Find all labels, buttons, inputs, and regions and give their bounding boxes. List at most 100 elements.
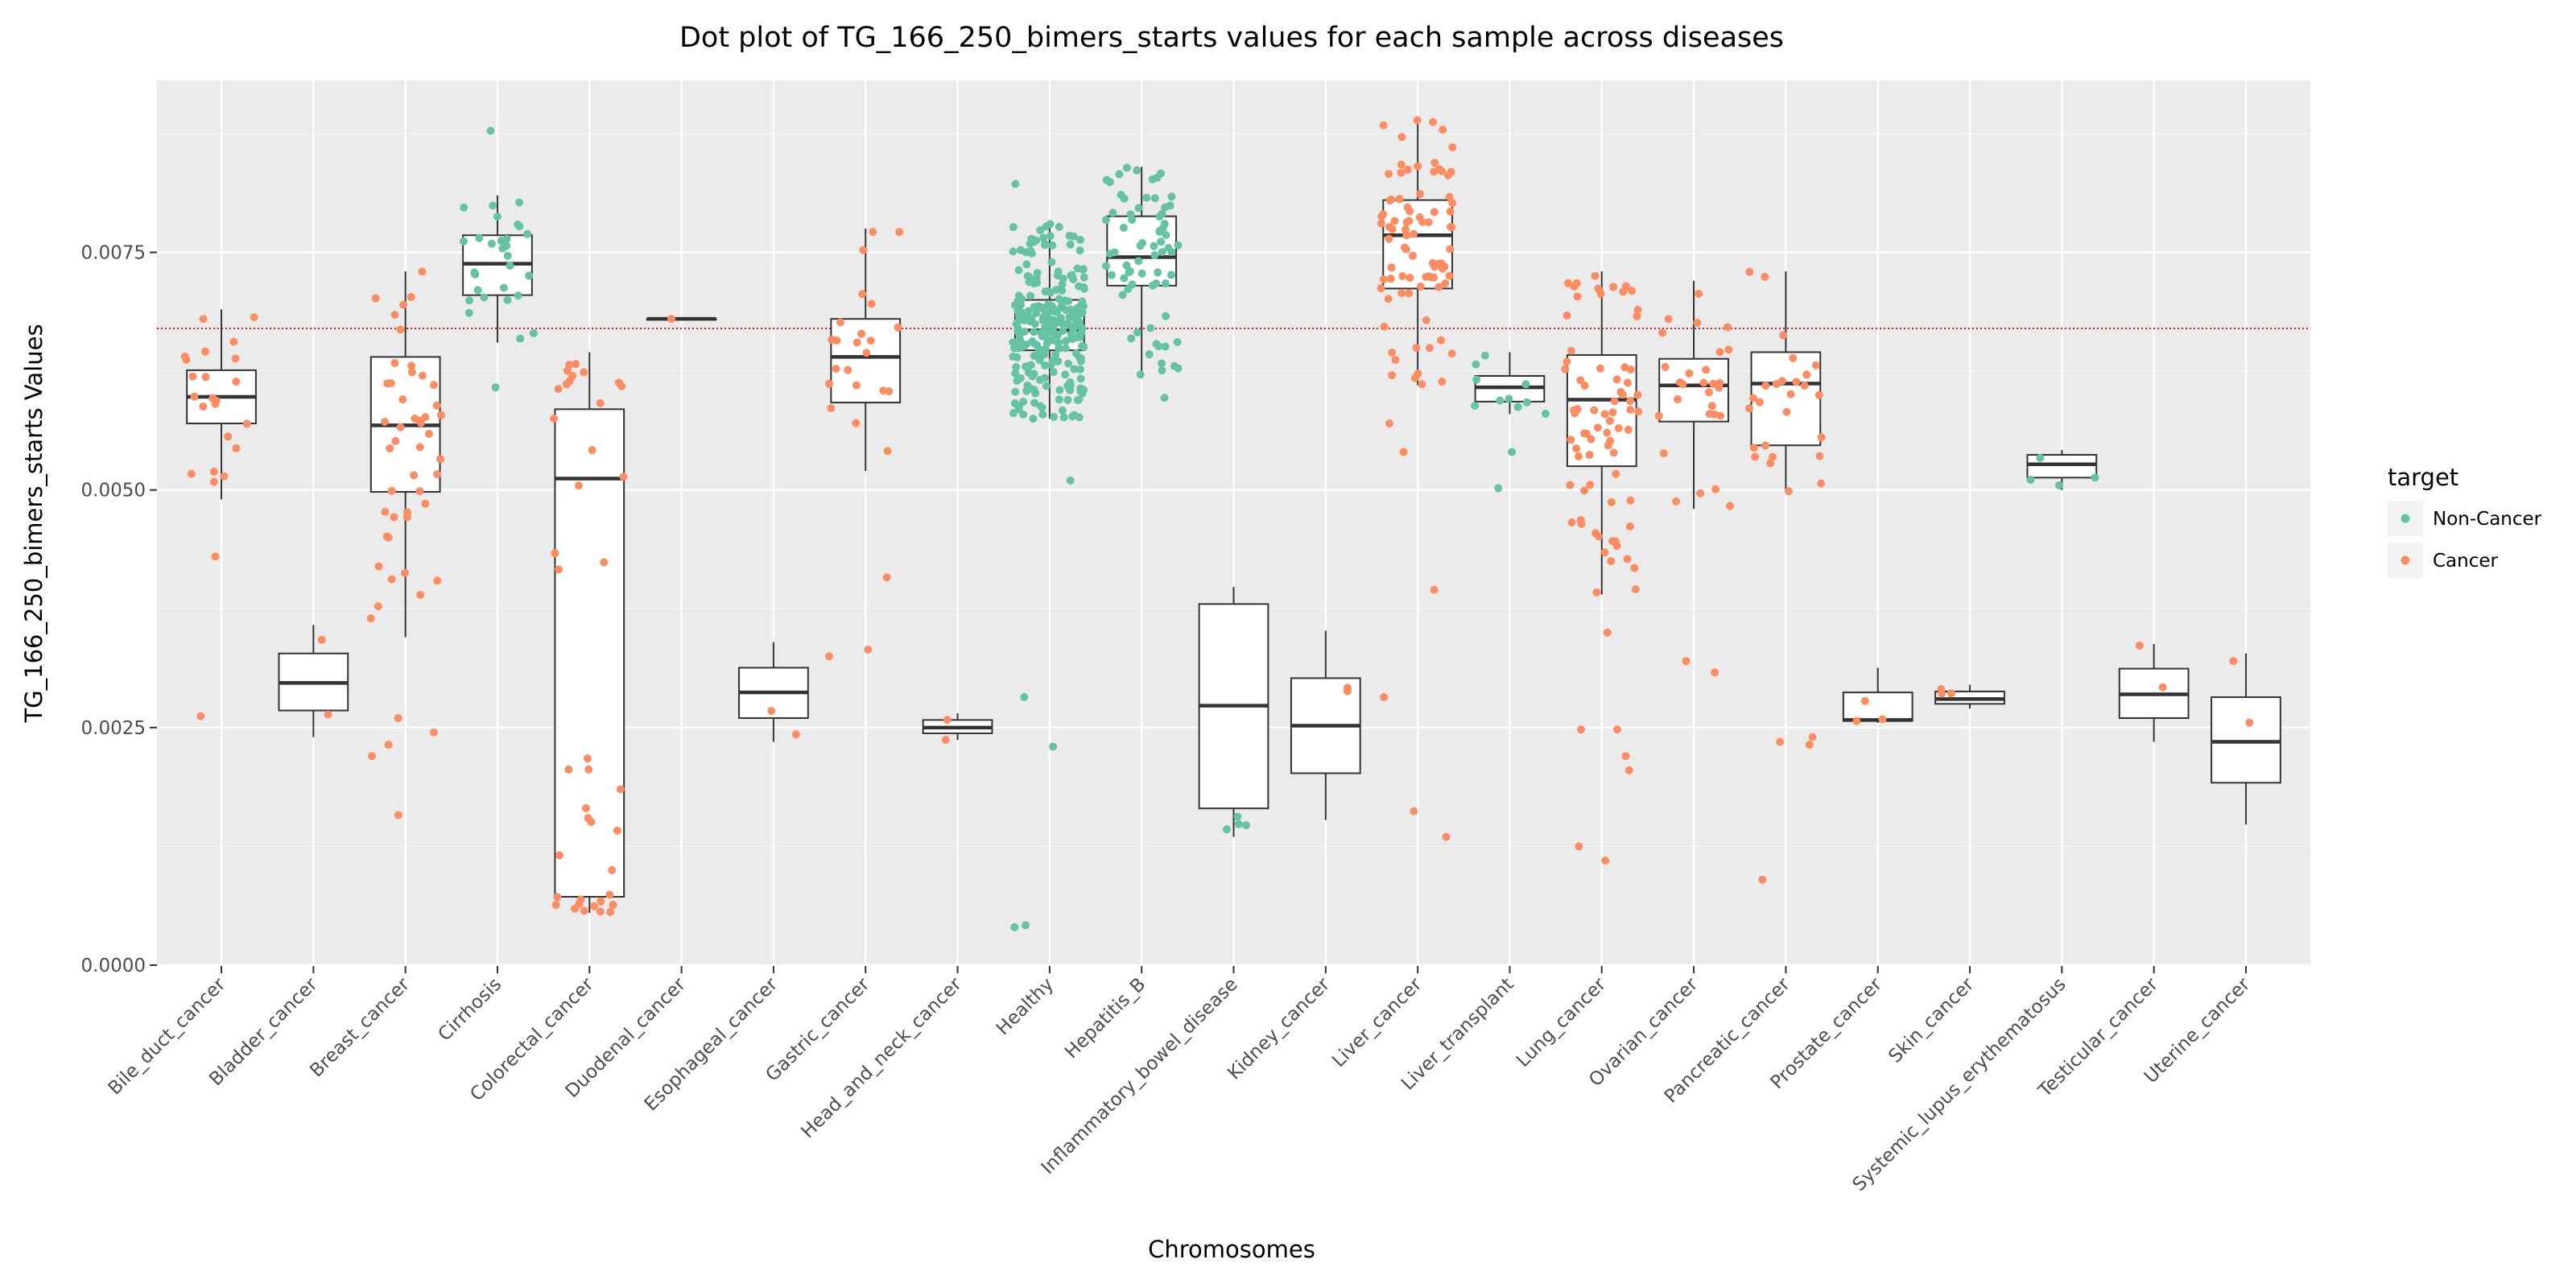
data-point [2036, 453, 2045, 462]
data-point [1808, 733, 1817, 741]
data-point [489, 201, 497, 210]
data-point [460, 203, 469, 212]
box-rect [1842, 691, 1913, 722]
data-point [767, 707, 776, 716]
data-point [1062, 336, 1071, 345]
data-point [1047, 258, 1056, 266]
data-point [416, 590, 425, 599]
data-point [209, 467, 218, 476]
data-point [574, 481, 583, 490]
data-point [1779, 331, 1788, 340]
data-point [229, 337, 238, 346]
legend-dot-cancer [2401, 555, 2410, 565]
data-point [1749, 394, 1758, 402]
data-point [1693, 318, 1702, 327]
data-point [396, 325, 405, 334]
data-point [1137, 269, 1146, 278]
data-point [187, 469, 196, 478]
data-point [1624, 766, 1633, 774]
data-point [1055, 386, 1064, 394]
data-point [1704, 388, 1713, 397]
data-point [1513, 402, 1522, 411]
data-point [791, 730, 800, 739]
data-point [2245, 718, 2254, 727]
data-point [188, 372, 197, 381]
data-point [211, 552, 220, 561]
data-point [394, 811, 402, 819]
data-point [407, 361, 416, 370]
data-point [1027, 314, 1036, 323]
data-point [1766, 459, 1775, 468]
data-point [1472, 360, 1480, 369]
data-point [1624, 425, 1633, 434]
data-point [1030, 398, 1038, 407]
data-point [1146, 324, 1155, 332]
data-point [1580, 429, 1589, 438]
data-point [1418, 380, 1426, 389]
data-point [402, 508, 411, 517]
data-point [1784, 487, 1793, 496]
data-point [436, 411, 445, 419]
data-point [1600, 548, 1609, 557]
data-point [568, 371, 577, 380]
data-point [1377, 219, 1385, 228]
data-point [1675, 378, 1684, 386]
data-point [1157, 237, 1166, 246]
data-point [232, 444, 241, 452]
data-point [1388, 371, 1397, 380]
data-point [1105, 250, 1114, 258]
data-point [2091, 473, 2099, 482]
data-point [1233, 812, 1242, 821]
data-point [387, 575, 396, 584]
data-point [1047, 302, 1056, 311]
data-point [862, 349, 871, 357]
data-point [1685, 369, 1694, 378]
data-point [1105, 178, 1114, 187]
data-point [1593, 423, 1602, 432]
data-point [242, 419, 251, 428]
data-point [1040, 350, 1049, 359]
data-point [1014, 266, 1023, 275]
data-point [1605, 416, 1614, 425]
data-point [1413, 116, 1422, 125]
data-point [1626, 406, 1635, 415]
data-point [1380, 322, 1389, 331]
data-point [1494, 484, 1503, 493]
data-point [1162, 312, 1170, 320]
data-point [387, 486, 396, 495]
data-point [1061, 370, 1070, 379]
data-point [852, 338, 861, 347]
data-point [1385, 170, 1393, 179]
box-Bile_duct_cancer [186, 309, 257, 500]
data-point [613, 826, 621, 835]
data-point [1702, 365, 1711, 374]
data-point [1124, 285, 1133, 294]
data-point [1222, 825, 1231, 834]
data-point [1038, 303, 1046, 312]
box-rect [554, 408, 625, 898]
box-Bladder_cancer [278, 625, 349, 737]
data-point [502, 242, 511, 250]
data-point [1579, 486, 1588, 495]
data-point [2055, 481, 2064, 489]
data-point [583, 754, 592, 763]
data-point [1860, 696, 1869, 705]
data-point [1032, 274, 1041, 283]
data-point [606, 907, 615, 916]
data-point [580, 906, 588, 915]
data-point [390, 311, 399, 320]
data-point [1606, 436, 1615, 445]
data-point [1661, 362, 1670, 371]
data-point [1576, 516, 1585, 525]
data-point [200, 347, 209, 356]
data-point [1164, 244, 1173, 253]
data-point [523, 229, 532, 238]
data-point [1626, 365, 1635, 374]
data-point [555, 851, 564, 860]
data-point [1058, 406, 1067, 415]
data-point [1009, 409, 1018, 418]
data-point [1075, 318, 1084, 327]
data-point [1038, 403, 1046, 412]
data-point [1586, 481, 1595, 489]
box-Inflammatory_bowel_disease [1198, 587, 1269, 837]
